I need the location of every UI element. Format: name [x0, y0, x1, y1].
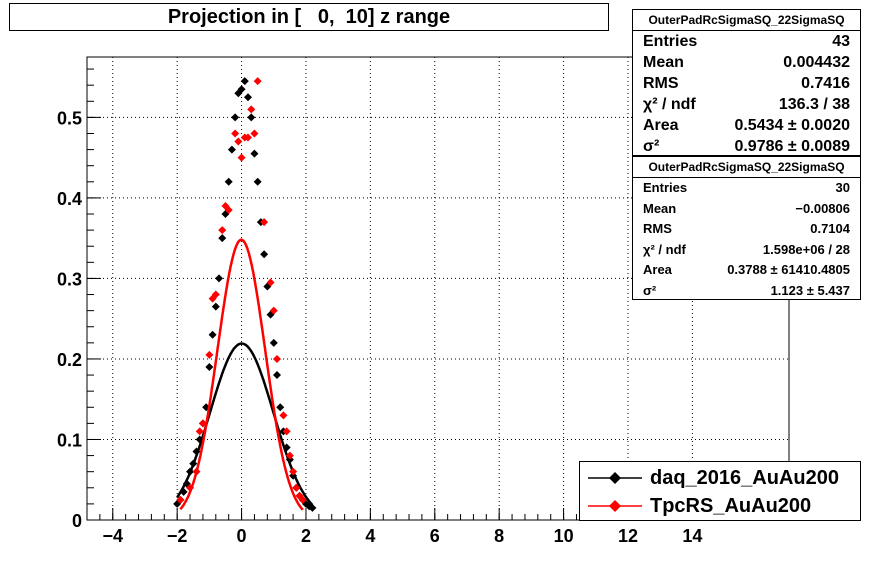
legend-marker-tpcrs: [588, 500, 642, 512]
stats-row-chi2: χ² / ndf 1.598e+06 / 28: [643, 241, 850, 257]
data-point-tpcrs: [198, 419, 207, 428]
data-point-tpcrs: [231, 129, 240, 138]
data-point-daq: [224, 177, 233, 186]
data-point-daq: [195, 435, 204, 444]
stats-row-entries: Entries 30: [643, 180, 850, 195]
x-tick-label: 2: [301, 526, 311, 546]
data-point-daq: [179, 487, 188, 496]
data-point-daq: [276, 403, 285, 412]
x-tick-label: 6: [430, 526, 440, 546]
data-point-daq: [247, 113, 256, 122]
data-point-tpcrs: [272, 354, 281, 363]
data-point-daq: [192, 447, 201, 456]
legend-label-tpcrs: TpcRS_AuAu200: [650, 494, 812, 517]
data-point-tpcrs: [289, 467, 298, 476]
data-point-daq: [244, 93, 253, 102]
x-tick-label: 8: [494, 526, 504, 546]
legend-entry-tpcrs: TpcRS_AuAu200: [588, 492, 811, 520]
data-point-daq: [208, 330, 217, 339]
data-point-tpcrs: [285, 451, 294, 460]
stats-box-header: OuterPadRcSigmaSQ_22SigmaSQ: [633, 157, 860, 178]
data-point-daq: [227, 145, 236, 154]
data-point-daq: [205, 363, 214, 372]
data-point-tpcrs: [224, 205, 233, 214]
data-point-tpcrs: [186, 483, 195, 492]
data-point-tpcrs: [269, 306, 278, 315]
data-point-daq: [218, 234, 227, 243]
data-point-tpcrs: [266, 278, 275, 287]
x-tick-label: 14: [682, 526, 702, 546]
legend-entry-daq: daq_2016_AuAu200: [588, 464, 839, 492]
data-point-tpcrs: [292, 483, 301, 492]
data-point-tpcrs: [260, 218, 269, 227]
data-point-daq: [240, 77, 249, 86]
data-point-daq: [250, 149, 259, 158]
stats-row-sigma2: σ² 1.123 ± 5.437: [643, 282, 850, 298]
y-tick-label: 0.1: [57, 430, 82, 450]
legend-marker-daq: [588, 472, 642, 484]
y-tick-label: 0.3: [57, 269, 82, 289]
x-tick-label: −4: [102, 526, 123, 546]
data-point-tpcrs: [205, 350, 214, 359]
data-point-tpcrs: [282, 427, 291, 436]
data-point-daq: [253, 177, 262, 186]
data-point-tpcrs: [237, 153, 246, 162]
data-point-tpcrs: [247, 105, 256, 114]
data-point-tpcrs: [244, 133, 253, 142]
chart-legend: daq_2016_AuAu200 TpcRS_AuAu200: [579, 461, 861, 521]
stats-row-mean: Mean 0.004432: [643, 54, 850, 71]
data-point-daq: [237, 85, 246, 94]
data-point-daq: [260, 250, 269, 259]
x-tick-label: 10: [554, 526, 574, 546]
y-tick-label: 0.5: [57, 108, 82, 128]
stats-row-area: Area 0.5434 ± 0.0020: [643, 117, 850, 134]
x-tick-label: 4: [365, 526, 375, 546]
data-point-daq: [215, 274, 224, 283]
data-point-tpcrs: [234, 137, 243, 146]
data-point-daq: [308, 503, 317, 512]
data-point-tpcrs: [279, 411, 288, 420]
stats-box-header: OuterPadRcSigmaSQ_22SigmaSQ: [633, 10, 860, 31]
data-point-tpcrs: [211, 290, 220, 299]
data-point-daq: [186, 467, 195, 476]
y-tick-label: 0.4: [57, 189, 82, 209]
stats-box-tpcrs: OuterPadRcSigmaSQ_22SigmaSQ Entries 30 Me…: [632, 156, 861, 300]
y-tick-label: 0: [72, 511, 82, 531]
stats-row-chi2: χ² / ndf 136.3 / 38: [643, 96, 850, 113]
data-point-daq: [189, 459, 198, 468]
data-point-tpcrs: [250, 129, 259, 138]
data-point-daq: [269, 338, 278, 347]
data-point-tpcrs: [253, 77, 262, 86]
data-point-tpcrs: [195, 427, 204, 436]
stats-box-daq: OuterPadRcSigmaSQ_22SigmaSQ Entries 43 Me…: [632, 9, 861, 156]
fit-curve-daq: [176, 342, 314, 506]
stats-row-rms: RMS 0.7416: [643, 75, 850, 92]
x-tick-label: 0: [237, 526, 247, 546]
data-point-daq: [272, 371, 281, 380]
stats-row-entries: Entries 43: [643, 33, 850, 50]
data-point-tpcrs: [192, 467, 201, 476]
data-point-daq: [211, 302, 220, 311]
y-tick-label: 0.2: [57, 350, 82, 370]
data-point-tpcrs: [298, 495, 307, 504]
x-tick-label: −2: [167, 526, 188, 546]
stats-row-sigma2: σ² 0.9786 ± 0.0089: [643, 138, 850, 155]
data-point-daq: [282, 443, 291, 452]
fit-curve-tpcrs: [179, 238, 304, 511]
x-tick-label: 12: [618, 526, 638, 546]
data-point-daq: [289, 471, 298, 480]
legend-label-daq: daq_2016_AuAu200: [650, 466, 839, 489]
stats-row-rms: RMS 0.7104: [643, 221, 850, 236]
chart-title: Projection in [ 0, 10] z range: [9, 3, 609, 31]
stats-row-area: Area 0.3788 ± 61410.4805: [643, 262, 850, 277]
data-point-tpcrs: [176, 495, 185, 504]
stats-row-mean: Mean −0.00806: [643, 200, 850, 216]
data-point-daq: [285, 455, 294, 464]
data-point-daq: [231, 113, 240, 122]
data-point-tpcrs: [218, 226, 227, 235]
